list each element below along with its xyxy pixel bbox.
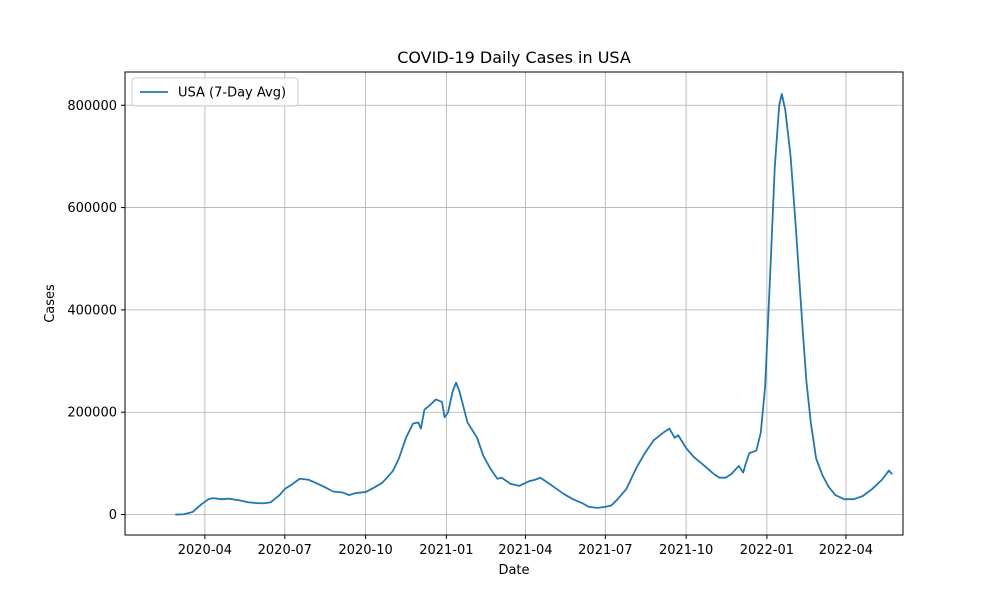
x-axis-label: Date: [498, 563, 529, 578]
x-tick-label: 2021-10: [659, 543, 713, 558]
chart-title: COVID-19 Daily Cases in USA: [397, 48, 631, 67]
y-tick-label: 400000: [67, 303, 117, 318]
grid: [125, 72, 903, 535]
y-axis-label: Cases: [43, 284, 58, 323]
x-tick-label: 2021-01: [419, 543, 473, 558]
y-tick-label: 200000: [67, 406, 117, 421]
x-tick-label: 2020-07: [258, 543, 312, 558]
y-axis: 0 200000 400000 600000 800000: [67, 99, 125, 523]
y-tick-label: 0: [109, 508, 117, 523]
plot-frame: [124, 71, 904, 536]
legend: USA (7-Day Avg): [131, 77, 299, 107]
x-tick-label: 2022-04: [819, 543, 873, 558]
y-tick-label: 800000: [67, 99, 117, 114]
x-tick-label: 2022-01: [740, 543, 794, 558]
x-tick-label: 2020-04: [178, 543, 232, 558]
x-axis: 2020-04 2020-07 2020-10 2021-01 2021-04 2021-…: [178, 535, 873, 558]
x-tick-label: 2021-04: [498, 543, 552, 558]
y-tick-label: 600000: [67, 201, 117, 216]
legend-entry: USA (7-Day Avg): [178, 86, 286, 101]
series-line-0: [175, 93, 893, 516]
x-tick-label: 2021-07: [578, 543, 632, 558]
series-layer: [175, 93, 893, 516]
legend-box: [131, 77, 299, 107]
x-tick-label: 2020-10: [338, 543, 392, 558]
